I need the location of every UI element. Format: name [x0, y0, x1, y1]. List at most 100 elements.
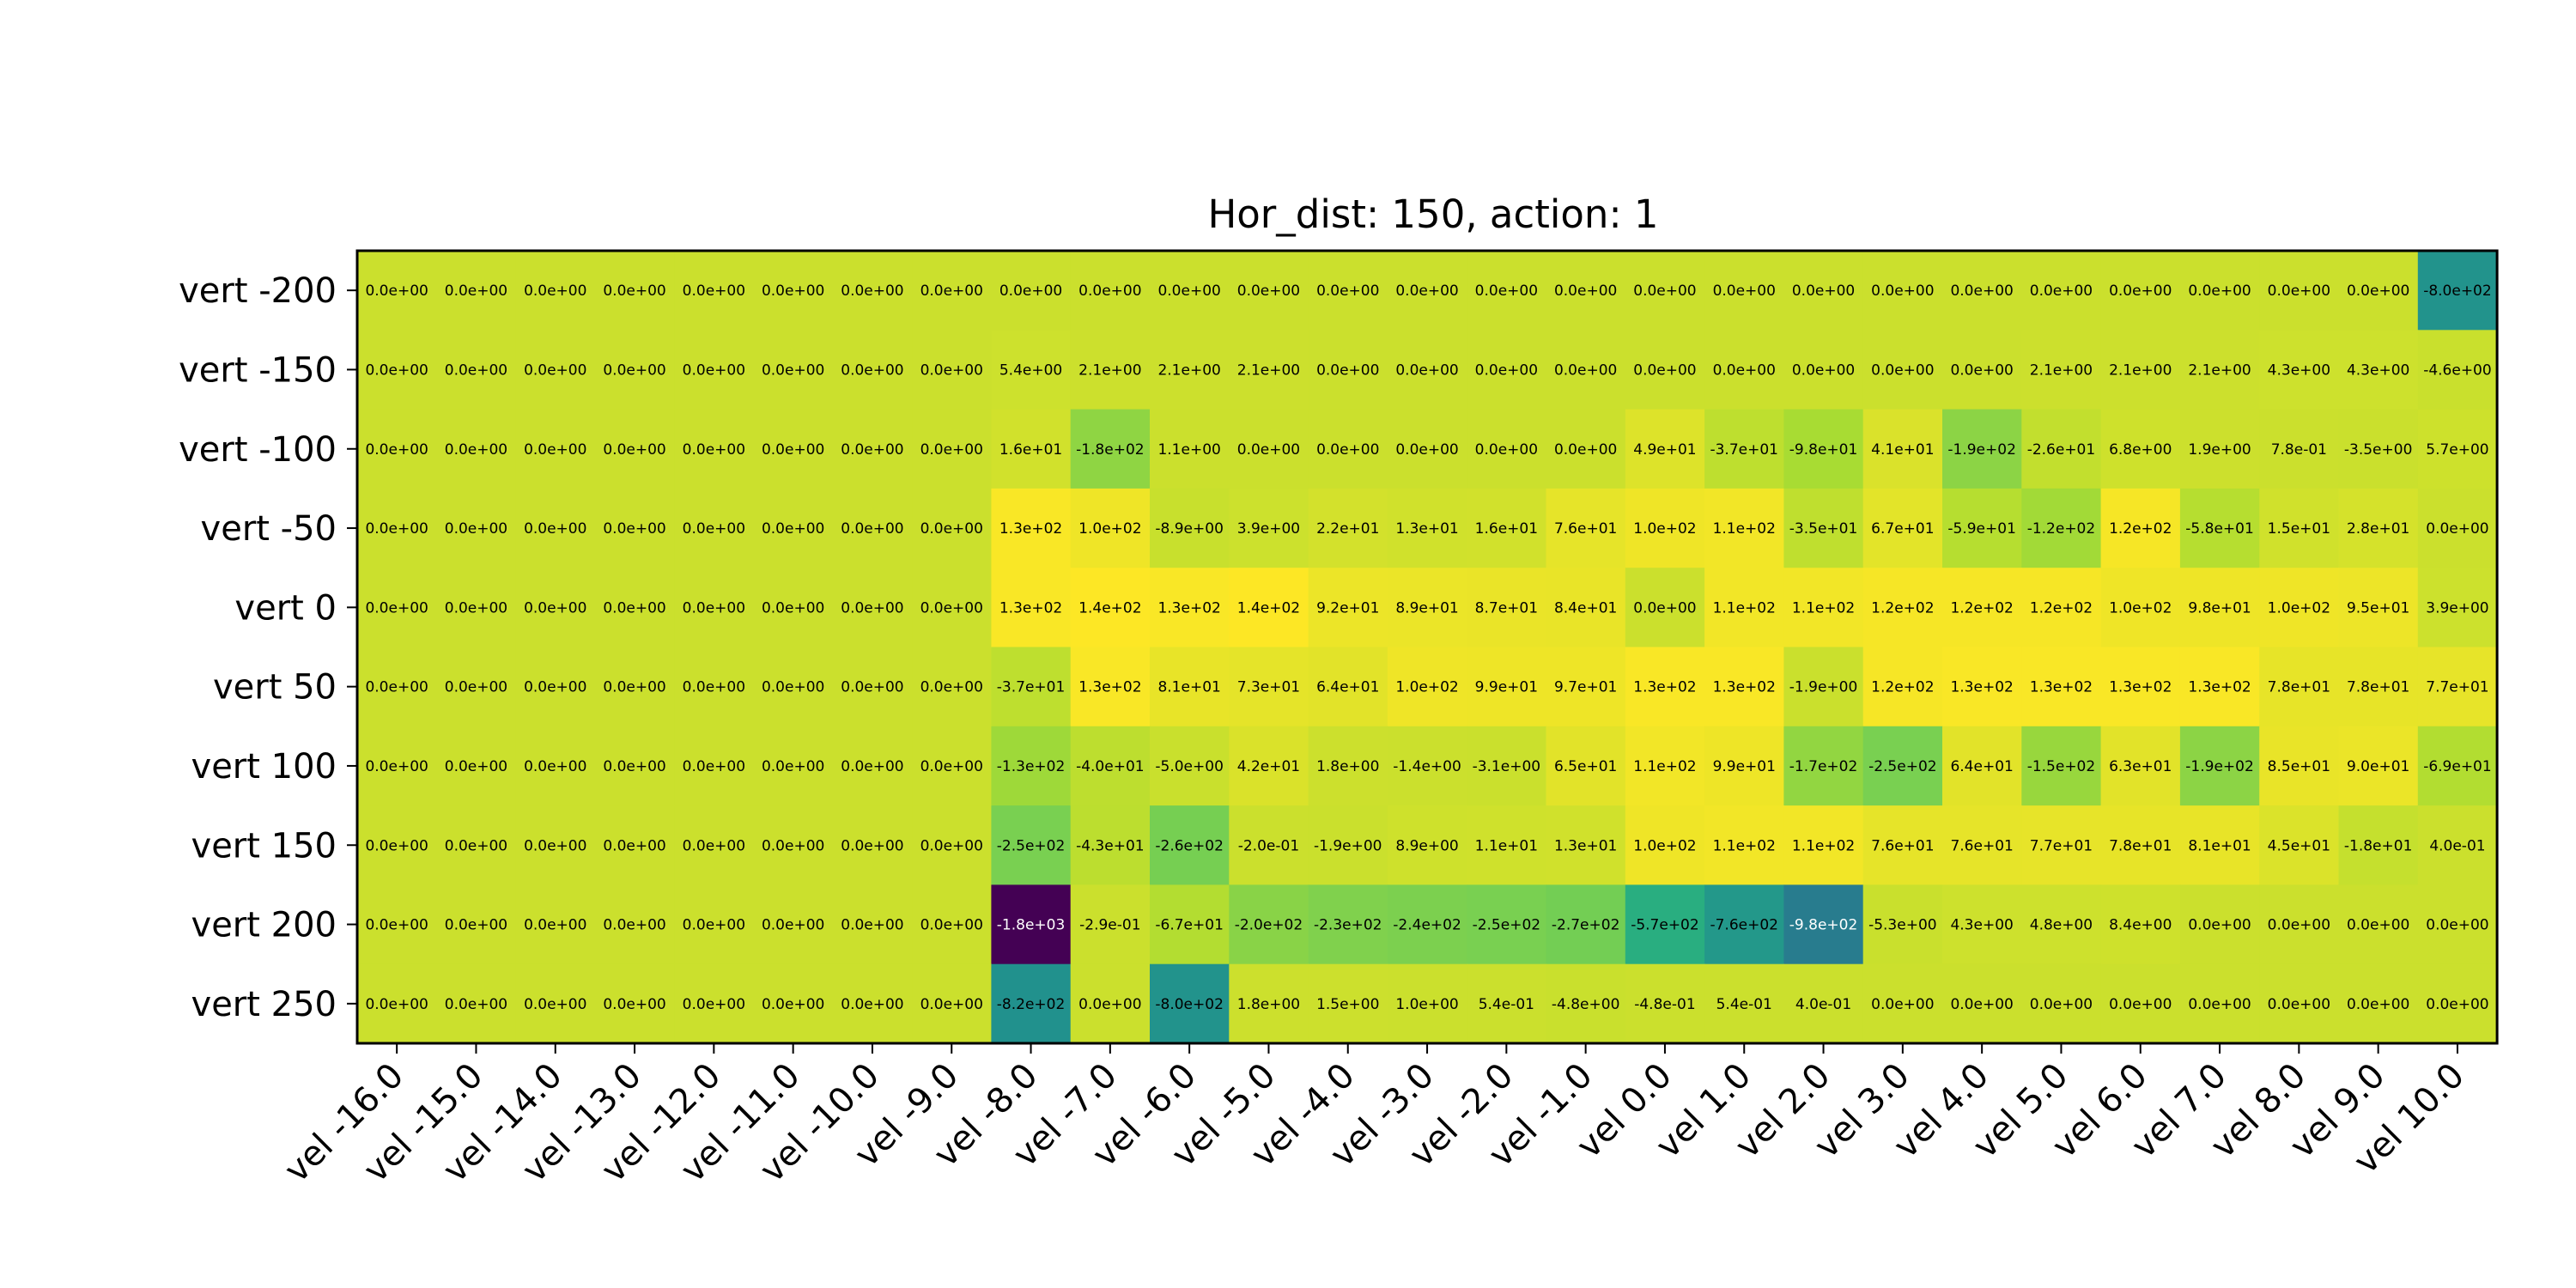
heatmap-cell: [1704, 409, 1784, 489]
heatmap-cell: [2100, 726, 2181, 806]
heatmap-cell: [1546, 963, 1626, 1044]
heatmap-cell: [1308, 251, 1388, 331]
cell-value-label: 1.3e+01: [1395, 520, 1458, 538]
heatmap-cell: [1625, 726, 1705, 806]
cell-value-label: 0.0e+00: [1792, 361, 1855, 379]
heatmap-cell: [991, 884, 1072, 965]
heatmap-cell: [991, 251, 1072, 331]
heatmap-cell: [1150, 488, 1230, 568]
cell-value-label: 8.1e+01: [1157, 679, 1220, 696]
heatmap-cell: [1862, 726, 1943, 806]
cell-value-label: 0.0e+00: [365, 679, 428, 696]
cell-value-label: 1.1e+02: [1633, 758, 1696, 775]
cell-value-label: 7.7e+01: [2426, 679, 2488, 696]
cell-value-label: 9.5e+01: [2347, 599, 2409, 617]
cell-value-label: 4.0e-01: [2429, 837, 2485, 854]
heatmap-cell: [1546, 726, 1626, 806]
heatmap-cell: [1862, 568, 1943, 648]
cell-value-label: 0.0e+00: [1475, 361, 1538, 379]
cell-value-label: 0.0e+00: [920, 283, 983, 300]
heatmap-cell: [2259, 409, 2340, 489]
heatmap-cell: [1467, 488, 1547, 568]
cell-value-label: 0.0e+00: [762, 599, 824, 617]
cell-value-label: 0.0e+00: [762, 917, 824, 934]
cell-value-label: 0.0e+00: [762, 679, 824, 696]
heatmap-cell: [515, 805, 596, 885]
cell-value-label: 2.8e+01: [2347, 520, 2409, 538]
cell-value-label: 7.8e+01: [2109, 837, 2172, 854]
heatmap-cell: [2338, 409, 2419, 489]
heatmap-cell: [2338, 726, 2419, 806]
cell-value-label: 8.7e+01: [1475, 599, 1538, 617]
cell-value-label: 5.4e+00: [999, 361, 1062, 379]
y-tick-label: vert -100: [179, 430, 337, 470]
cell-value-label: 1.6e+01: [1475, 520, 1538, 538]
cell-value-label: 0.0e+00: [762, 361, 824, 379]
cell-value-label: -2.6e+01: [2027, 441, 2096, 459]
heatmap-cell: [1783, 884, 1864, 965]
heatmap-cell: [1625, 330, 1705, 410]
cell-value-label: -1.3e+02: [997, 758, 1066, 775]
cell-value-label: 0.0e+00: [683, 837, 745, 854]
heatmap-cell: [753, 488, 834, 568]
cell-value-label: 0.0e+00: [603, 361, 665, 379]
heatmap-cell: [2021, 884, 2102, 965]
heatmap-cell: [1229, 805, 1309, 885]
heatmap-cell: [991, 647, 1072, 727]
heatmap-cell: [436, 726, 517, 806]
heatmap-cell: [674, 726, 755, 806]
cell-value-label: 1.0e+02: [1078, 520, 1141, 538]
heatmap-cell: [2100, 963, 2181, 1044]
cell-value-label: 4.9e+01: [1633, 441, 1696, 459]
heatmap-cell: [2021, 251, 2102, 331]
cell-value-label: -8.9e+00: [1155, 520, 1224, 538]
cell-value-label: 9.2e+01: [1316, 599, 1379, 617]
cell-value-label: 0.0e+00: [1475, 441, 1538, 459]
cell-value-label: 0.0e+00: [365, 441, 428, 459]
cell-value-label: -1.7e+02: [1789, 758, 1858, 775]
cell-value-label: 2.1e+00: [1237, 361, 1300, 379]
heatmap-cell: [1942, 330, 2022, 410]
cell-value-label: 0.0e+00: [762, 441, 824, 459]
cell-value-label: 0.0e+00: [603, 917, 665, 934]
cell-value-label: 1.0e+02: [2268, 599, 2330, 617]
cell-value-label: -4.6e+00: [2423, 361, 2492, 379]
heatmap-cell: [674, 568, 755, 648]
heatmap-cell: [2259, 963, 2340, 1044]
heatmap-cell: [2259, 330, 2340, 410]
cell-value-label: 0.0e+00: [841, 996, 903, 1013]
y-tick-label: vert 200: [191, 906, 337, 945]
heatmap-cell: [1308, 488, 1388, 568]
heatmap-cell: [1387, 884, 1467, 965]
cell-value-label: 0.0e+00: [841, 441, 903, 459]
heatmap-cell: [594, 647, 675, 727]
heatmap-cell: [1625, 409, 1705, 489]
heatmap-cell: [357, 726, 437, 806]
cell-value-label: 0.0e+00: [1554, 283, 1617, 300]
heatmap-cell: [832, 884, 913, 965]
cell-value-label: 0.0e+00: [2268, 283, 2330, 300]
cell-value-label: 0.0e+00: [2109, 996, 2172, 1013]
heatmap-cell: [1783, 726, 1864, 806]
heatmap-cell: [2021, 726, 2102, 806]
cell-value-label: 1.6e+01: [999, 441, 1062, 459]
heatmap-cell: [1704, 963, 1784, 1044]
heatmap-cell: [357, 488, 437, 568]
heatmap-cell: [1704, 330, 1784, 410]
cell-value-label: 1.4e+02: [1237, 599, 1300, 617]
y-tick-label: vert -150: [179, 350, 337, 390]
heatmap-cell: [1387, 647, 1467, 727]
heatmap-cell: [1467, 805, 1547, 885]
heatmap-cell: [1783, 330, 1864, 410]
cell-value-label: 0.0e+00: [2347, 996, 2409, 1013]
heatmap-cell: [832, 251, 913, 331]
cell-value-label: 0.0e+00: [1157, 283, 1220, 300]
y-tick-label: vert 50: [213, 668, 337, 708]
cell-value-label: 0.0e+00: [1713, 283, 1776, 300]
heatmap-cell: [1783, 568, 1864, 648]
heatmap-cell: [2100, 409, 2181, 489]
heatmap-cell: [1308, 805, 1388, 885]
cell-value-label: 7.6e+01: [1950, 837, 2013, 854]
cell-value-label: 0.0e+00: [2426, 520, 2488, 538]
heatmap-cell: [2338, 647, 2419, 727]
